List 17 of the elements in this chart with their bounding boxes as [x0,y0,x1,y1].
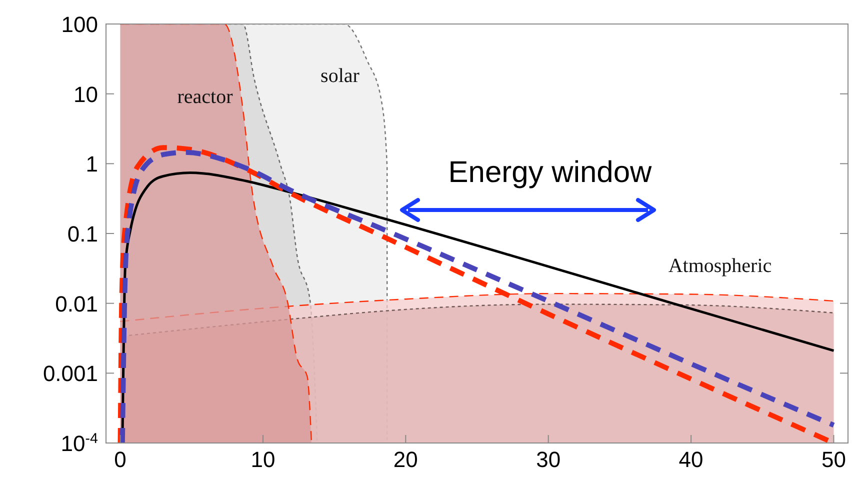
x-tick-label: 50 [821,447,846,472]
x-tick-label: 40 [678,447,704,472]
y-tick-label: 0.01 [55,291,98,316]
y-tick-label: 0.001 [42,361,98,386]
series-label: solar [320,65,360,87]
y-tick-label: 10$^{-4}$ [60,431,98,456]
x-tick-label: 30 [536,447,561,472]
series-label: reactor [177,86,234,108]
y-tick-label: 1 [86,152,98,177]
y-tick-label: 10 [74,82,98,107]
series-label: Atmospheric [668,255,772,277]
y-tick-label: 100 [61,12,98,37]
annotation: Energy window [448,156,652,189]
x-tick-label: 10 [250,447,276,472]
y-tick-label: 0.1 [67,222,98,246]
x-tick-label: 0 [114,447,126,472]
x-tick-label: 20 [393,447,418,472]
